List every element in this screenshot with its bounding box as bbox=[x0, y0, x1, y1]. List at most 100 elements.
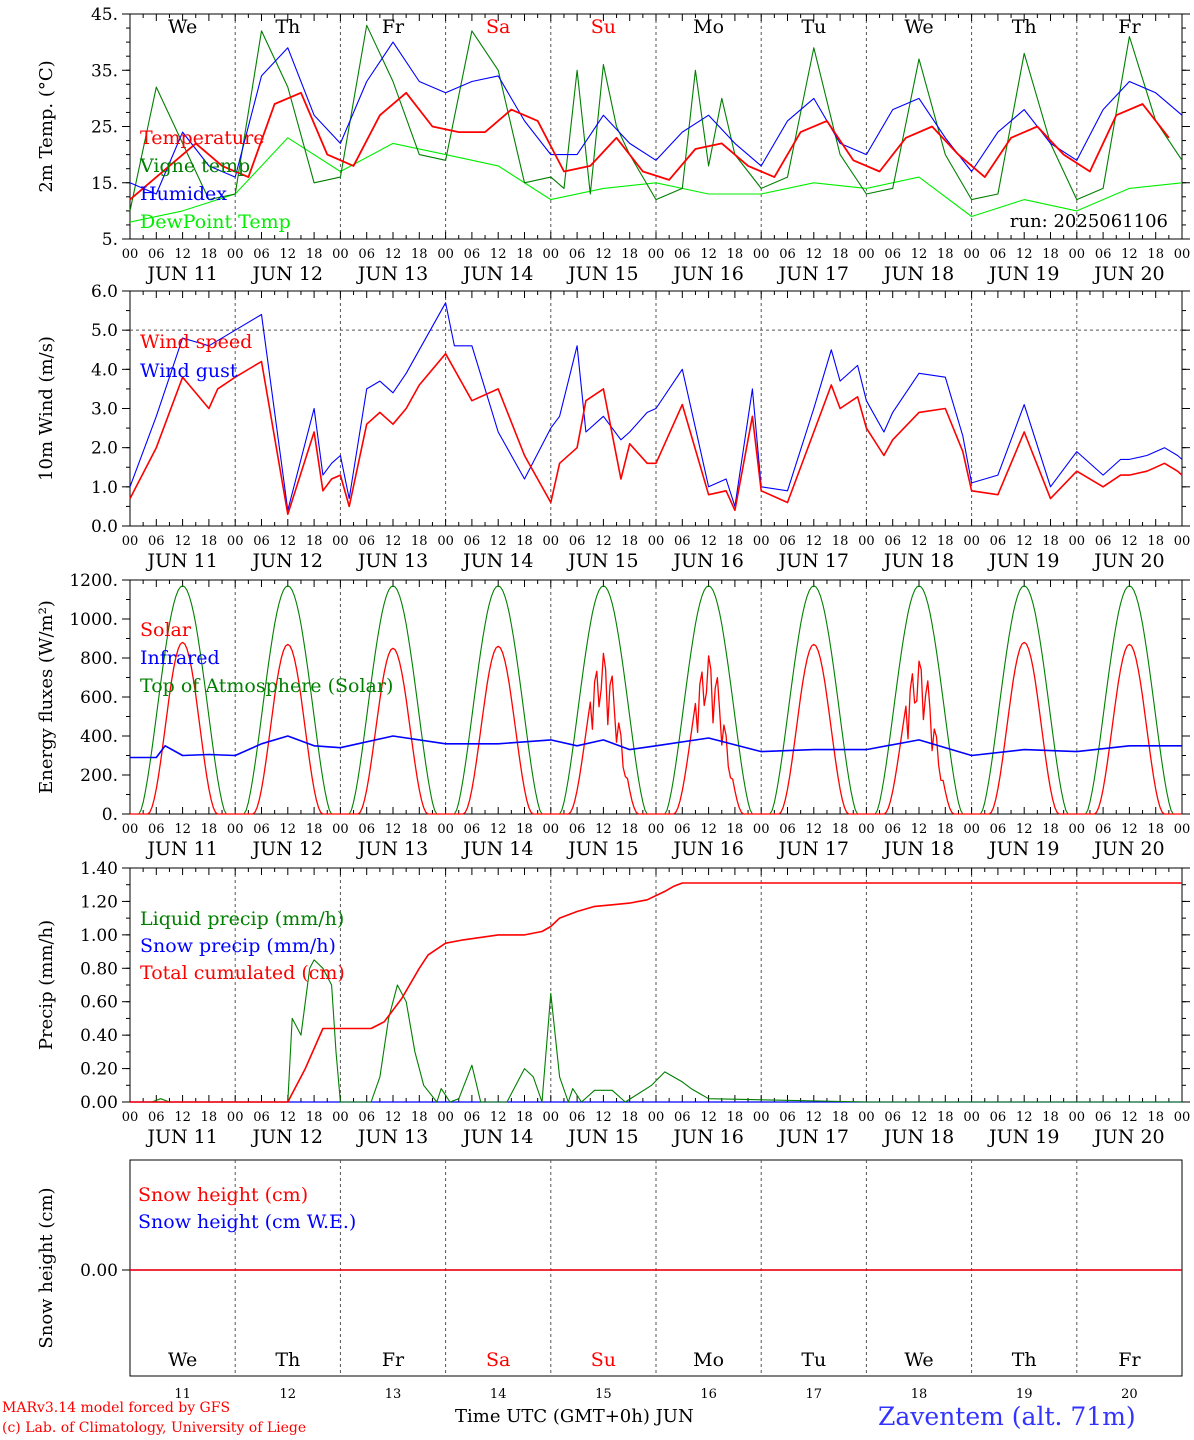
date-label: JUN 18 bbox=[882, 263, 954, 285]
hour-label: 06 bbox=[569, 534, 586, 549]
hour-label: 18 bbox=[516, 247, 533, 262]
hour-label: 00 bbox=[1174, 247, 1191, 262]
hour-label: 00 bbox=[963, 534, 980, 549]
hour-label: 00 bbox=[858, 1110, 875, 1125]
hour-label: 06 bbox=[1095, 1110, 1112, 1125]
hour-label: 06 bbox=[990, 247, 1007, 262]
date-label: JUN 13 bbox=[356, 263, 428, 285]
hour-label: 18 bbox=[306, 247, 323, 262]
hour-label: 06 bbox=[253, 534, 270, 549]
hour-label: 06 bbox=[148, 534, 165, 549]
y-tick-label: 4.0 bbox=[91, 360, 118, 380]
hour-label: 12 bbox=[595, 247, 612, 262]
hour-label: 12 bbox=[806, 247, 823, 262]
day-number-label: 15 bbox=[595, 1387, 612, 1402]
hour-label: 12 bbox=[490, 1110, 507, 1125]
legend-entry: Temperature bbox=[140, 127, 264, 149]
hour-label: 00 bbox=[1174, 1110, 1191, 1125]
hour-label: 00 bbox=[1174, 534, 1191, 549]
series-line-solar bbox=[130, 641, 1182, 815]
date-label: JUN 15 bbox=[566, 838, 638, 860]
hour-label: 12 bbox=[174, 247, 191, 262]
hour-label: 00 bbox=[753, 822, 770, 837]
station-label: Zaventem (alt. 71m) bbox=[878, 1402, 1136, 1431]
hour-label: 12 bbox=[1016, 1110, 1033, 1125]
hour-label: 00 bbox=[543, 822, 560, 837]
y-tick-label: 1.0 bbox=[91, 478, 118, 498]
weekday-label: Sa bbox=[486, 1349, 510, 1371]
legend-entry: Wind speed bbox=[140, 331, 252, 353]
hour-label: 00 bbox=[648, 1110, 665, 1125]
hour-label: 12 bbox=[806, 534, 823, 549]
date-label: JUN 18 bbox=[882, 838, 954, 860]
y-tick-label: 1.20 bbox=[80, 892, 118, 912]
hour-label: 00 bbox=[648, 247, 665, 262]
date-label: JUN 12 bbox=[251, 838, 323, 860]
hour-label: 18 bbox=[832, 822, 849, 837]
hour-label: 06 bbox=[464, 247, 481, 262]
hour-label: 18 bbox=[621, 1110, 638, 1125]
hour-label: 18 bbox=[727, 247, 744, 262]
hour-label: 06 bbox=[779, 822, 796, 837]
hour-label: 18 bbox=[201, 822, 218, 837]
hour-label: 00 bbox=[543, 247, 560, 262]
hour-label: 18 bbox=[411, 534, 428, 549]
hour-label: 00 bbox=[437, 822, 454, 837]
hour-label: 12 bbox=[911, 822, 928, 837]
weekday-label: We bbox=[168, 16, 197, 38]
date-label: JUN 17 bbox=[777, 1126, 849, 1148]
hour-label: 12 bbox=[1121, 534, 1138, 549]
legend-entry: Wind gust bbox=[140, 360, 238, 382]
hour-label: 12 bbox=[174, 822, 191, 837]
day-number-label: 18 bbox=[911, 1387, 928, 1402]
hour-label: 12 bbox=[1121, 822, 1138, 837]
hour-label: 18 bbox=[306, 1110, 323, 1125]
date-label: JUN 14 bbox=[461, 550, 533, 572]
hour-label: 12 bbox=[595, 534, 612, 549]
hour-label: 12 bbox=[174, 1110, 191, 1125]
run-label: run: 2025061106 bbox=[1010, 211, 1168, 232]
date-label: JUN 16 bbox=[671, 1126, 743, 1148]
hour-label: 00 bbox=[753, 534, 770, 549]
hour-label: 12 bbox=[280, 247, 297, 262]
hour-label: 12 bbox=[700, 822, 717, 837]
weekday-label: Fr bbox=[382, 16, 405, 38]
date-label: JUN 11 bbox=[145, 1126, 217, 1148]
weekday-label: Tu bbox=[801, 1349, 826, 1371]
y-tick-label: 1.00 bbox=[80, 926, 118, 946]
hour-label: 18 bbox=[411, 1110, 428, 1125]
hour-label: 06 bbox=[884, 822, 901, 837]
date-label: JUN 19 bbox=[987, 263, 1059, 285]
legend-entry: Infrared bbox=[140, 647, 220, 669]
date-label: JUN 16 bbox=[671, 838, 743, 860]
date-label: JUN 15 bbox=[566, 550, 638, 572]
day-number-label: 17 bbox=[806, 1387, 823, 1402]
time-axis-title: Time UTC (GMT+0h) JUN bbox=[455, 1406, 694, 1427]
hour-label: 18 bbox=[937, 822, 954, 837]
hour-label: 18 bbox=[1042, 247, 1059, 262]
hour-label: 18 bbox=[727, 822, 744, 837]
hour-label: 00 bbox=[753, 1110, 770, 1125]
y-tick-label: 2.0 bbox=[91, 439, 118, 459]
hour-label: 00 bbox=[122, 534, 139, 549]
hour-label: 06 bbox=[990, 822, 1007, 837]
hour-label: 06 bbox=[1095, 247, 1112, 262]
hour-label: 06 bbox=[1095, 822, 1112, 837]
hour-label: 18 bbox=[516, 534, 533, 549]
y-tick-label: 15. bbox=[91, 174, 118, 194]
weekday-label: Mo bbox=[693, 16, 724, 38]
model-credit-line: MARv3.14 model forced by GFS bbox=[2, 1400, 231, 1416]
hour-label: 18 bbox=[1042, 1110, 1059, 1125]
y-tick-label: 5. bbox=[102, 230, 118, 250]
y-axis-label: Snow height (cm) bbox=[36, 1187, 57, 1348]
series-line-infrared bbox=[130, 735, 1182, 759]
date-label: JUN 20 bbox=[1092, 838, 1164, 860]
hour-label: 18 bbox=[832, 1110, 849, 1125]
hour-label: 18 bbox=[411, 247, 428, 262]
date-label: JUN 12 bbox=[251, 550, 323, 572]
date-label: JUN 13 bbox=[356, 1126, 428, 1148]
weekday-label: Fr bbox=[1118, 16, 1141, 38]
legend-entry: DewPoint Temp bbox=[140, 211, 291, 233]
date-label: JUN 17 bbox=[777, 263, 849, 285]
